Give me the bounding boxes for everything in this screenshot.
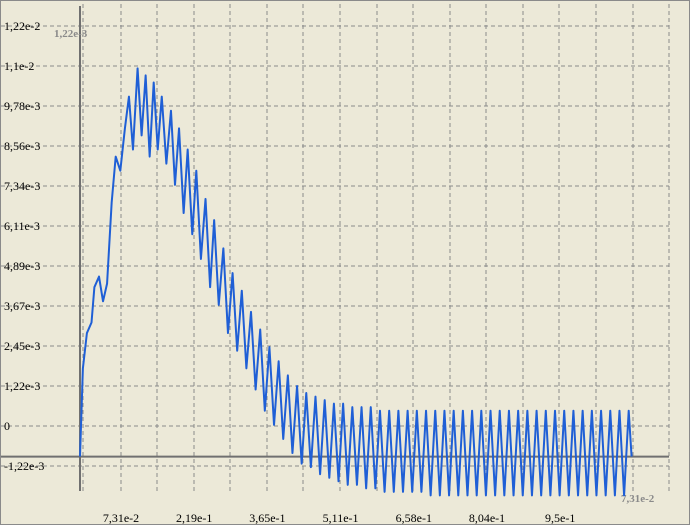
y-tick-label: 7,34e-3 (4, 179, 40, 193)
x-tick-label: 9,5e-1 (545, 511, 575, 524)
y-tick-label: 8,56e-3 (4, 139, 40, 153)
x-axis-name: 7,31e-2 (621, 493, 655, 505)
y-tick-label: 9,78e-3 (4, 99, 40, 113)
y-tick-label: 1,1e-2 (4, 59, 34, 73)
x-tick-label: 3,65e-1 (249, 511, 285, 524)
y-tick-label: 6,11e-3 (4, 219, 40, 233)
y-tick-label: -1,22e-3 (4, 459, 44, 473)
series-line (79, 67, 633, 497)
x-tick-label: 8,04e-1 (469, 511, 505, 524)
y-tick-label: 0 (4, 419, 10, 433)
y-tick-label: 1,22e-3 (4, 379, 40, 393)
y-tick-label: 4,89e-3 (4, 259, 40, 273)
y-axis-name: 1,22e-3 (54, 28, 88, 40)
y-tick-label: 2,45e-3 (4, 339, 40, 353)
y-tick-label: 1,22e-2 (4, 19, 40, 33)
x-tick-label: 2,19e-1 (176, 511, 212, 524)
x-tick-label: 5,11e-1 (323, 511, 359, 524)
x-tick-label: 6,58e-1 (396, 511, 432, 524)
y-tick-label: 3,67e-3 (4, 299, 40, 313)
x-tick-label: 7,31e-2 (103, 511, 139, 524)
